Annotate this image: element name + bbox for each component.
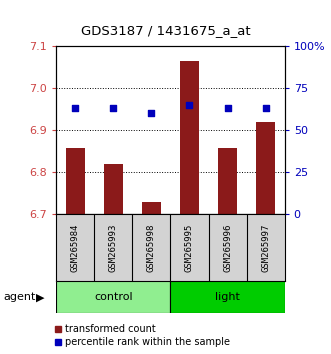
Text: control: control [94,292,133,302]
Bar [170,281,285,313]
Point [72,105,78,111]
Text: GSM265993: GSM265993 [109,224,118,272]
Point [225,105,230,111]
Text: GSM265984: GSM265984 [71,224,80,272]
Text: GDS3187 / 1431675_a_at: GDS3187 / 1431675_a_at [81,24,250,36]
Text: agent: agent [3,292,36,302]
Bar [56,281,170,313]
Bar [218,148,237,214]
Bar [180,61,199,214]
Point [263,105,268,111]
Legend: transformed count, percentile rank within the sample: transformed count, percentile rank withi… [55,325,230,347]
Point [149,110,154,116]
Point [111,105,116,111]
Text: GSM265998: GSM265998 [147,224,156,272]
Text: ▶: ▶ [35,292,44,302]
Text: GSM265995: GSM265995 [185,224,194,272]
Point [187,102,192,108]
Bar [256,122,275,214]
Text: GSM265997: GSM265997 [261,224,270,272]
Bar [66,148,85,214]
Text: light: light [215,292,240,302]
Bar [104,164,123,214]
Text: GSM265996: GSM265996 [223,224,232,272]
Bar [142,201,161,214]
